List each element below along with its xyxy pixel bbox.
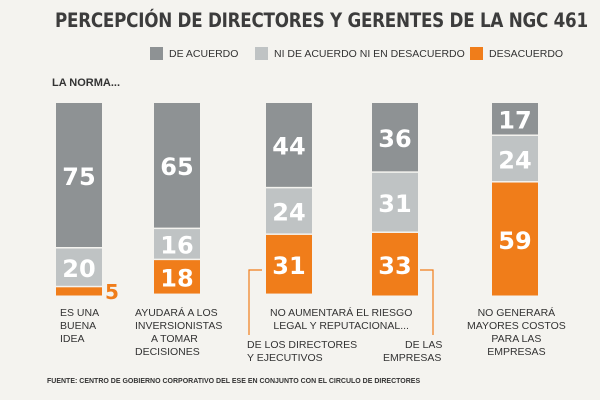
category-label-line: LEGAL Y REPUTACIONAL...	[273, 320, 409, 332]
source-note: FUENTE: CENTRO DE GOBIERNO CORPORATIVO D…	[47, 378, 421, 385]
category-label-1: ES UNA BUENA IDEA	[60, 307, 99, 346]
category-label-line: DE LAS	[405, 339, 443, 351]
category-label-4: DE LAS EMPRESAS	[383, 339, 442, 365]
category-label-line: BUENA	[60, 320, 97, 332]
category-label-3: DE LOS DIRECTORES Y EJECUTIVOS	[247, 339, 357, 365]
category-label-5: NO GENERARÁ MAYORES COSTOS PARA LAS EMPR…	[467, 307, 566, 359]
data-label: 31	[378, 190, 411, 218]
legend-swatch	[150, 47, 163, 60]
category-label-line: NO AUMENTARÁ EL RIESGO	[270, 307, 413, 319]
bar-segment	[266, 234, 312, 294]
bar-segment	[266, 103, 312, 187]
category-label-line: PARA LAS	[491, 333, 542, 345]
data-label: 59	[498, 227, 531, 255]
bar-segment	[266, 188, 312, 234]
bar-segment	[492, 135, 538, 182]
legend-swatch	[255, 47, 268, 60]
bar-segment	[372, 172, 418, 232]
legend-label: NI DE ACUERDO NI EN DESACUERDO	[274, 47, 465, 60]
bar-segment	[492, 182, 538, 296]
data-label: 18	[160, 265, 193, 293]
category-label-line: INVERSIONISTAS	[135, 320, 223, 332]
legend-item-desacuerdo: DESACUERDO	[470, 47, 563, 60]
bar-segment	[154, 229, 200, 259]
category-label-line: NO GENERARÁ	[477, 307, 556, 319]
data-label: 75	[62, 163, 95, 191]
data-label: 20	[62, 255, 95, 283]
legend-item-de-acuerdo: DE ACUERDO	[150, 47, 238, 60]
data-label: 24	[272, 199, 305, 227]
legend-item-ni-de-acuerdo: NI DE ACUERDO NI EN DESACUERDO	[255, 47, 465, 60]
data-label: 33	[378, 252, 411, 280]
category-label-line: DE LOS DIRECTORES	[247, 339, 358, 351]
category-label-line: IDEA	[60, 333, 85, 345]
legend-label: DESACUERDO	[489, 47, 564, 60]
data-label: 24	[498, 146, 531, 174]
data-label: 44	[272, 133, 305, 161]
bar-segment	[56, 103, 102, 247]
bar-segment	[56, 248, 102, 286]
bar-segment	[372, 232, 418, 296]
data-label: 65	[160, 153, 193, 181]
legend-swatch	[470, 47, 483, 60]
bar-segment	[154, 103, 200, 228]
data-label: 36	[378, 125, 411, 153]
data-label: 31	[272, 252, 305, 280]
category-label-line: A TOMAR	[151, 333, 198, 345]
bar-segment	[372, 103, 418, 172]
data-label: 17	[498, 106, 531, 134]
category-label-line: EMPRESAS	[383, 352, 442, 364]
chart-subtitle: LA NORMA...	[52, 77, 121, 89]
bar-segment	[154, 260, 200, 294]
data-label: 16	[160, 232, 193, 260]
category-label-line: Y EJECUTIVOS	[247, 352, 323, 364]
category-group-label: NO AUMENTARÁ EL RIESGO LEGAL Y REPUTACIO…	[270, 307, 412, 333]
category-label-line: AYUDARÁ A LOS	[135, 307, 218, 319]
category-label-line: DECISIONES	[135, 346, 200, 358]
chart-title: PERCEPCIÓN DE DIRECTORES Y GERENTES DE L…	[55, 9, 588, 32]
category-label-line: MAYORES COSTOS	[467, 320, 566, 332]
category-label-line: EMPRESAS	[487, 346, 546, 358]
bar-segment	[492, 103, 538, 135]
bar-segment	[56, 287, 102, 296]
data-label: 5	[105, 280, 119, 304]
legend-label: DE ACUERDO	[169, 47, 239, 60]
category-label-2: AYUDARÁ A LOS INVERSIONISTAS A TOMAR DEC…	[135, 307, 222, 359]
category-label-line: ES UNA	[60, 307, 100, 319]
